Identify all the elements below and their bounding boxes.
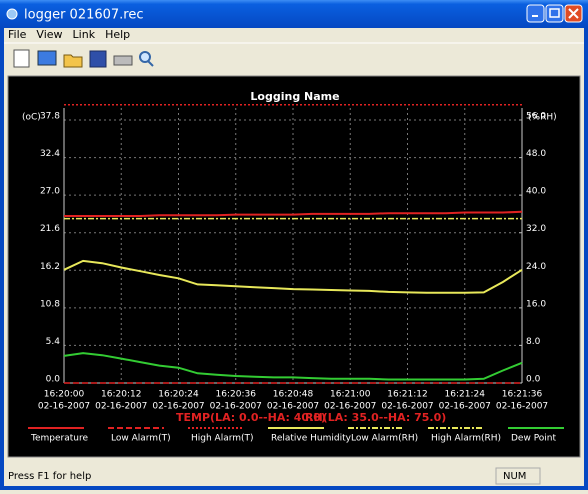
x-tick-label: 16:21:00: [330, 390, 371, 400]
y2-tick-label: 48.0: [526, 149, 546, 159]
window-title: logger 021607.rec: [24, 8, 144, 23]
y-tick-label: 10.8: [40, 299, 60, 309]
x-tick-label: 16:20:12: [101, 390, 141, 400]
menu-bar: File View Link Help: [8, 28, 130, 41]
legend-label: Temperature: [30, 434, 88, 444]
app-icon: [6, 8, 18, 20]
chart: Logging Name (oC) (%RH) 0.0 5.4 10.8 16.2 21.6 2…: [22, 90, 564, 444]
open-button[interactable]: [63, 54, 83, 68]
legend-label: High Alarm(T): [191, 434, 254, 444]
title-bar: [0, 0, 588, 28]
legend-label: Dew Point: [511, 434, 557, 444]
y2-tick-label: 24.0: [526, 262, 546, 272]
status-text: Press F1 for help: [8, 471, 91, 482]
chart-background: [7, 75, 581, 458]
maximize-button[interactable]: [545, 4, 564, 23]
new-button[interactable]: [13, 49, 30, 68]
y-tick-label: 21.6: [40, 224, 60, 234]
save-button[interactable]: [89, 50, 107, 68]
y-tick-label: 16.2: [40, 262, 60, 272]
x-tick-label: 16:20:24: [158, 390, 199, 400]
y2-tick-label: 56.0: [526, 112, 546, 122]
minimize-glyph: [532, 15, 538, 17]
legend-label: Low Alarm(RH): [351, 434, 418, 444]
plot-area: [63, 103, 523, 384]
menu-item[interactable]: Help: [105, 28, 130, 41]
menu-item[interactable]: File: [8, 28, 27, 41]
legend-label: Low Alarm(T): [111, 434, 171, 444]
print-button[interactable]: [113, 55, 133, 66]
status-pane: [495, 467, 541, 485]
y2-tick-label: 32.0: [526, 224, 546, 234]
y-tick-label: 5.4: [46, 337, 61, 347]
status-indicator: NUM: [503, 471, 526, 482]
y-tick-label: 37.8: [40, 112, 60, 122]
minimize-button[interactable]: [526, 4, 545, 23]
x-tick-date: 02-16-2007: [152, 402, 204, 412]
connect-button[interactable]: [37, 50, 57, 66]
chart-title: Logging Name: [250, 90, 339, 103]
x-tick-date: 02-16-2007: [38, 402, 90, 412]
x-tick-label: 16:21:24: [445, 390, 486, 400]
zoom-button[interactable]: [139, 51, 151, 63]
y-axis-label: (oC): [22, 113, 41, 123]
alarm-annotation: RH(LA: 35.0--HA: 75.0): [305, 411, 446, 424]
y2-tick-label: 40.0: [526, 187, 546, 197]
legend-label: Relative Humidity: [271, 434, 352, 444]
close-glyph: [568, 8, 579, 19]
y-tick-label: 32.4: [40, 149, 60, 159]
status-bar: [4, 466, 584, 486]
x-tick-label: 16:21:12: [387, 390, 427, 400]
x-tick-label: 16:20:36: [216, 390, 257, 400]
y-tick-label: 0.0: [46, 375, 61, 385]
legend-label: High Alarm(RH): [431, 434, 501, 444]
menu-item[interactable]: Link: [73, 28, 96, 41]
alarm-annotation: TEMP(LA: 0.0--HA: 40.0): [176, 411, 326, 424]
x-tick-date: 02-16-2007: [381, 402, 433, 412]
zoom-handle: [147, 60, 154, 67]
x-tick-date: 02-16-2007: [267, 402, 319, 412]
x-tick-date: 02-16-2007: [439, 402, 491, 412]
y2-axis-label: (%RH): [528, 113, 557, 123]
data-line: [64, 210, 523, 217]
y2-tick-label: 0.0: [526, 375, 541, 385]
x-tick-date: 02-16-2007: [95, 402, 147, 412]
x-tick-date: 02-16-2007: [210, 402, 262, 412]
toolbar: [13, 49, 154, 68]
menu-item[interactable]: View: [36, 28, 62, 41]
x-tick-label: 16:20:48: [273, 390, 314, 400]
maximize-glyph: [549, 8, 560, 18]
y2-tick-label: 8.0: [526, 337, 541, 347]
x-tick-date: 02-16-2007: [496, 402, 548, 412]
x-tick-label: 16:20:00: [44, 390, 85, 400]
data-line: [63, 352, 523, 381]
data-line: [63, 259, 523, 294]
y2-tick-label: 16.0: [526, 299, 546, 309]
x-tick-date: 02-16-2007: [324, 402, 376, 412]
y-tick-label: 27.0: [40, 187, 60, 197]
x-tick-label: 16:21:36: [502, 390, 543, 400]
